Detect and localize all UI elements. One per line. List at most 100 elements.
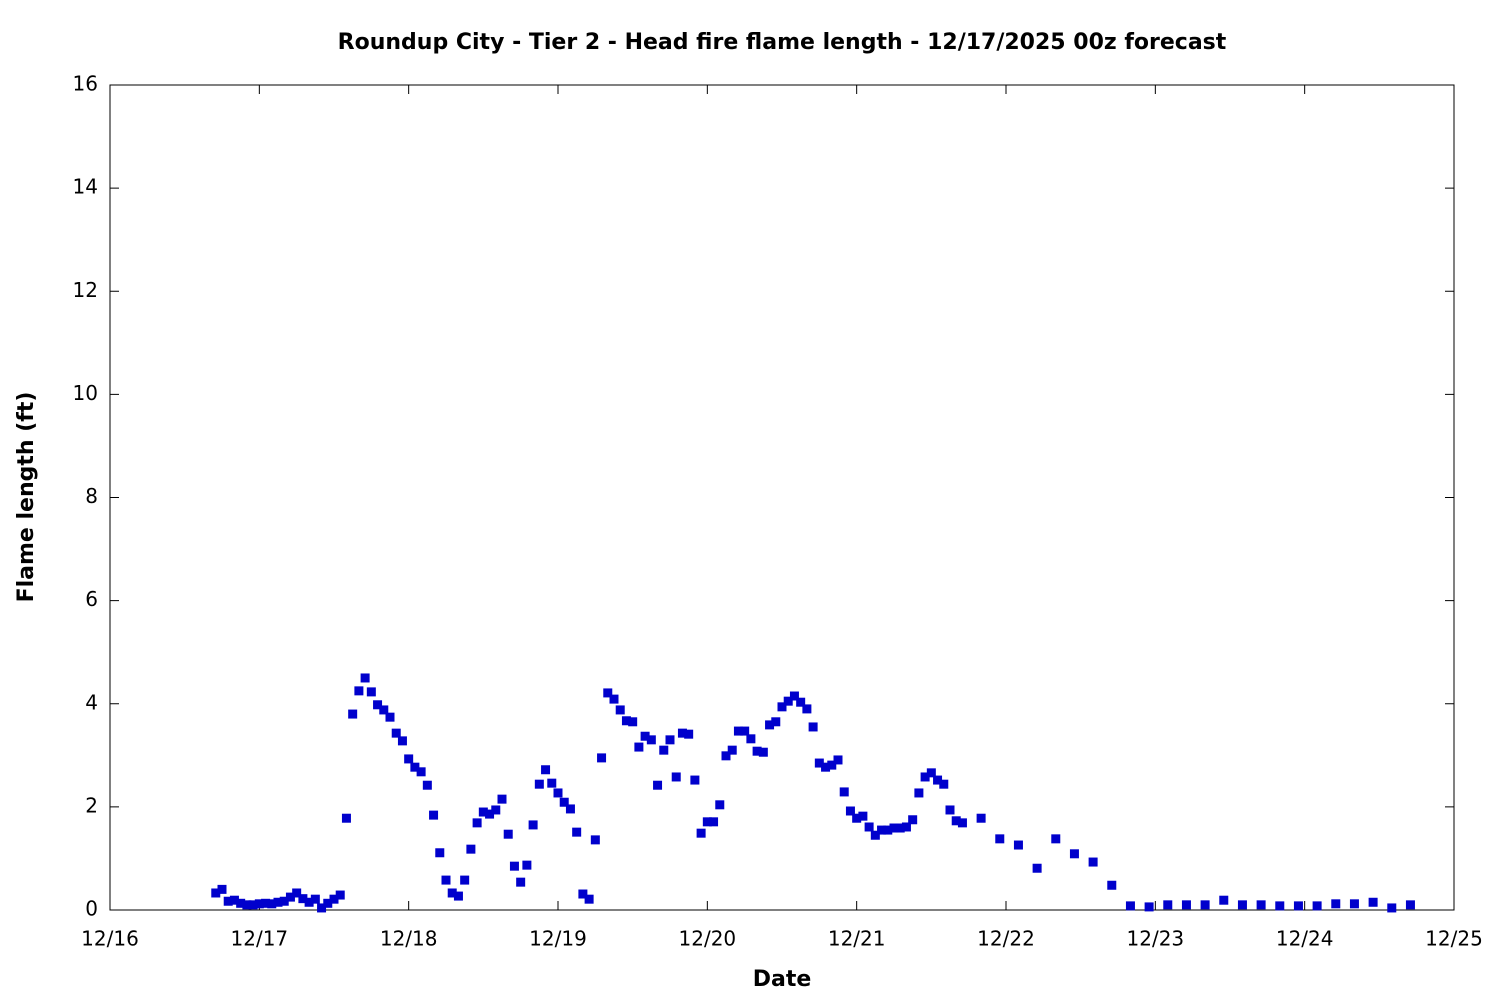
- point: [441, 875, 451, 885]
- point: [870, 830, 880, 840]
- point: [323, 898, 333, 908]
- point: [721, 751, 731, 761]
- point: [298, 894, 308, 904]
- point: [597, 753, 607, 763]
- point: [410, 762, 420, 772]
- point: [945, 805, 955, 815]
- point: [827, 760, 837, 770]
- point: [1069, 849, 1079, 859]
- point: [304, 897, 314, 907]
- point: [777, 702, 787, 712]
- point: [460, 875, 470, 885]
- point: [802, 704, 812, 714]
- point: [908, 815, 918, 825]
- point: [634, 742, 644, 752]
- point: [1312, 901, 1322, 911]
- point: [653, 780, 663, 790]
- point: [267, 899, 277, 909]
- point: [920, 772, 930, 782]
- point: [285, 892, 295, 902]
- point: [976, 813, 986, 823]
- point: [503, 829, 513, 839]
- point: [572, 827, 582, 837]
- point: [229, 895, 239, 905]
- point: [391, 728, 401, 738]
- point: [628, 717, 638, 727]
- point: [279, 896, 289, 906]
- point: [833, 755, 843, 765]
- y-tick-label: 10: [73, 381, 98, 405]
- point: [261, 898, 271, 908]
- y-tick-label: 8: [85, 484, 98, 508]
- point: [516, 877, 526, 887]
- point: [659, 745, 669, 755]
- point: [883, 825, 893, 835]
- point: [877, 825, 887, 835]
- point: [547, 778, 557, 788]
- point: [466, 844, 476, 854]
- point: [366, 687, 376, 697]
- x-tick-label: 12/18: [380, 927, 438, 951]
- point: [292, 888, 302, 898]
- point: [1331, 899, 1341, 909]
- point: [845, 806, 855, 816]
- point: [335, 890, 345, 900]
- point: [360, 673, 370, 683]
- point: [1219, 895, 1229, 905]
- point: [1144, 902, 1154, 912]
- point: [223, 896, 233, 906]
- y-tick-label: 2: [85, 793, 98, 817]
- point: [528, 820, 538, 830]
- x-tick-label: 12/23: [1127, 927, 1185, 951]
- point: [690, 775, 700, 785]
- y-tick-label: 14: [73, 175, 98, 199]
- point: [1032, 863, 1042, 873]
- point: [957, 818, 967, 828]
- y-tick-label: 6: [85, 587, 98, 611]
- point: [385, 712, 395, 722]
- point: [310, 894, 320, 904]
- point: [348, 709, 358, 719]
- x-axis-label: Date: [753, 967, 812, 992]
- point: [1293, 901, 1303, 911]
- x-tick-label: 12/24: [1276, 927, 1334, 951]
- x-tick-label: 12/16: [81, 927, 139, 951]
- point: [435, 848, 445, 858]
- x-tick-label: 12/21: [828, 927, 886, 951]
- point: [416, 767, 426, 777]
- y-axis-label: Flame length (ft): [14, 392, 39, 603]
- point: [796, 697, 806, 707]
- point: [590, 835, 600, 845]
- point: [752, 746, 762, 756]
- point: [553, 788, 563, 798]
- point: [895, 823, 905, 833]
- point: [901, 822, 911, 832]
- point: [640, 731, 650, 741]
- x-tick-label: 12/20: [679, 927, 737, 951]
- point: [783, 696, 793, 706]
- point: [1368, 897, 1378, 907]
- point: [609, 694, 619, 704]
- point: [951, 816, 961, 826]
- point: [341, 813, 351, 823]
- point: [758, 747, 768, 757]
- point: [1125, 901, 1135, 911]
- point: [733, 726, 743, 736]
- point: [702, 817, 712, 827]
- point: [771, 717, 781, 727]
- point: [665, 735, 675, 745]
- point: [839, 787, 849, 797]
- point: [684, 729, 694, 739]
- point: [273, 897, 283, 907]
- point: [864, 822, 874, 832]
- point: [248, 900, 258, 910]
- point: [671, 772, 681, 782]
- point: [889, 823, 899, 833]
- point: [379, 705, 389, 715]
- point: [765, 720, 775, 730]
- y-tick-label: 12: [73, 278, 98, 302]
- point: [727, 745, 737, 755]
- point: [541, 765, 551, 775]
- point: [509, 861, 519, 871]
